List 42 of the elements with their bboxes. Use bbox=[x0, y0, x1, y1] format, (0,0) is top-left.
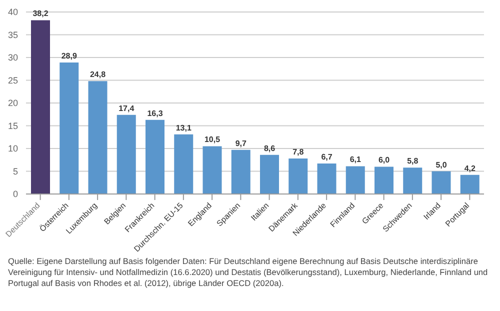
data-label: 4,2 bbox=[464, 164, 476, 173]
data-label: 17,4 bbox=[118, 104, 135, 113]
bar bbox=[432, 171, 451, 194]
bar bbox=[174, 134, 194, 194]
y-tick-label: 30 bbox=[8, 52, 18, 63]
y-tick-label: 5 bbox=[12, 166, 18, 176]
bar bbox=[460, 174, 480, 194]
source-note: Quelle: Eigene Darstellung auf Basis folgender Daten: Für Deutschland eigene Berechnung auf Basis Deutsche interdisziplinäre Vereinigung für Intensiv- und Notfallmedizin (16.6.2020) und Destatis (Bevölkerungsstand), Luxemburg, Niederlande, Finnland und Portugal auf Basis von Rhodes et al. (2012), übrige Länder OECD (2020a). bbox=[8, 256, 489, 289]
data-label: 24,8 bbox=[90, 70, 106, 80]
y-tick-label: 15 bbox=[8, 120, 18, 131]
bar bbox=[146, 120, 164, 194]
bar bbox=[231, 150, 250, 194]
bar bbox=[31, 20, 50, 194]
y-tick-label: 35 bbox=[8, 30, 18, 40]
data-label: 28,9 bbox=[61, 52, 78, 61]
y-tick-label: 25 bbox=[8, 75, 18, 86]
data-label: 38,2 bbox=[32, 9, 49, 18]
data-label: 13,1 bbox=[176, 123, 192, 132]
bar bbox=[374, 166, 394, 194]
data-label: 10,5 bbox=[204, 135, 221, 144]
data-label: 5,8 bbox=[407, 156, 419, 166]
bar bbox=[317, 164, 336, 194]
data-label: 16,3 bbox=[147, 108, 164, 118]
y-tick-label: 20 bbox=[8, 98, 18, 108]
data-label: 7,8 bbox=[292, 148, 304, 157]
data-label: 8,6 bbox=[264, 144, 276, 153]
bar bbox=[288, 158, 308, 194]
bar bbox=[346, 166, 365, 194]
bar bbox=[88, 81, 108, 194]
bar bbox=[116, 114, 136, 194]
bar bbox=[403, 168, 422, 194]
bar bbox=[60, 62, 79, 194]
y-tick-label: 40 bbox=[8, 7, 18, 18]
y-tick-label: 0 bbox=[12, 189, 18, 200]
y-tick-label: 10 bbox=[8, 144, 18, 154]
data-label: 6,7 bbox=[321, 152, 333, 162]
bar bbox=[260, 154, 279, 194]
bar bbox=[202, 146, 222, 194]
data-label: 9,7 bbox=[235, 138, 247, 148]
data-label: 6,0 bbox=[378, 156, 390, 165]
data-label: 5,0 bbox=[436, 160, 448, 170]
data-label: 6,1 bbox=[350, 155, 362, 164]
